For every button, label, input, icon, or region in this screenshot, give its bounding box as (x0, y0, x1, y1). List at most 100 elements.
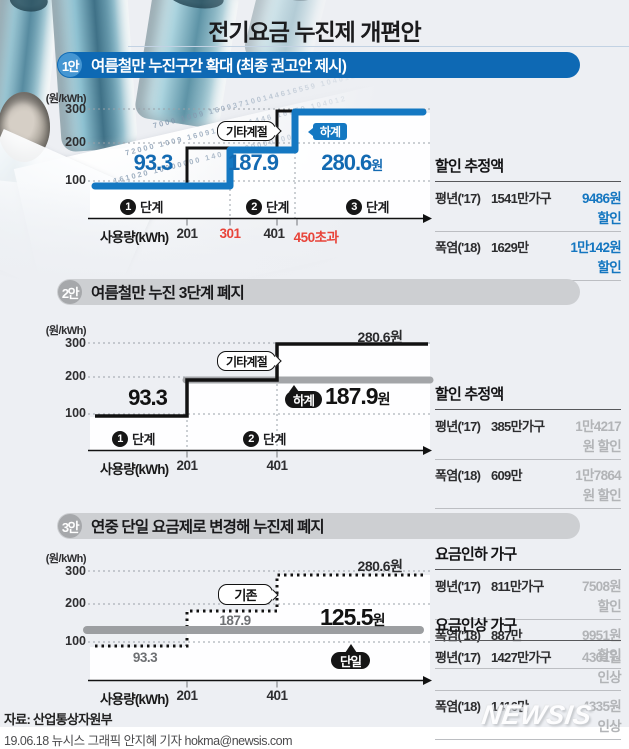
row-amount: 1만7864원 할인 (575, 468, 621, 503)
newsis-logo: NEWSIS (479, 700, 594, 730)
y-tick-200: 200 (65, 135, 86, 149)
row-households: 1427만가구 (491, 649, 552, 665)
stage-number-icon: 1 (120, 198, 136, 215)
row-households: 1541만가구 (491, 190, 552, 206)
y-tick-200: 200 (65, 596, 86, 610)
row-label: 폭염('18) (435, 628, 481, 643)
row-label: 폭염('18) (435, 240, 481, 255)
summer-badge: 하계 (285, 385, 322, 408)
row-amount: 1만4217원 할인 (575, 418, 621, 454)
y-axis-unit: (원/kWh) (45, 553, 87, 565)
row-amount: 9486원 할인 (582, 190, 622, 226)
row-label: 평년('17) (435, 578, 481, 594)
stage-label-1: 1 단계 (112, 429, 155, 448)
other-season-callout: 기타계절 (217, 351, 276, 371)
low-rate-label: 93.3 (132, 650, 158, 665)
row-households: 887만 (491, 628, 523, 643)
rate-value: 187.9 (227, 150, 279, 175)
top-rate-label: 280.6원 (357, 329, 403, 345)
section3-badge: 3안 (58, 514, 82, 538)
section3-banner: 3안 연중 단일 요금제로 변경해 누진제 폐지 (57, 513, 580, 539)
stage-number-icon: 2 (246, 198, 262, 215)
discount-table-2: 할인 추정액 평년('17) 385만가구 1만4217원 할인 폭염('18)… (435, 383, 622, 509)
x-axis-label: 사용량(kWh) (100, 230, 169, 245)
page-title: 전기요금 누진제 개편안 (208, 19, 421, 45)
row-amount: 7508원 할인 (582, 578, 622, 614)
row-label: 폭염('18) (435, 699, 481, 714)
summer-rate-value: 187.9원 (325, 383, 390, 409)
rate-value: 93.3 (128, 385, 168, 410)
existing-rate-callout: 기존 (218, 584, 273, 605)
summer-badge: 하계 (313, 123, 347, 140)
table-title: 할인 추정액 (435, 386, 504, 403)
data-source: 자료: 산업통상자원부 (4, 712, 113, 727)
table-row: 평년('17) 811만가구 7508원 할인 (435, 570, 622, 620)
row-label: 평년('17) (435, 649, 481, 665)
section1-badge: 1안 (58, 53, 82, 77)
section2-banner: 2안 여름철만 누진 3단계 폐지 (57, 279, 580, 305)
table-title: 요금인하 가구 (435, 546, 517, 563)
stage-number-icon: 3 (346, 198, 362, 215)
table-rows: 평년('17) 385만가구 1만4217원 할인 폭염('18) 609만 1… (435, 409, 622, 509)
table-title: 할인 추정액 (435, 158, 504, 175)
table-title: 요금인상 가구 (435, 617, 517, 634)
x-tick-201: 201 (176, 688, 198, 703)
table-row: 폭염('18) 609만 1만7864원 할인 (435, 460, 622, 509)
section2-badge: 2안 (58, 280, 82, 304)
x-axis-label: 사용량(kWh) (100, 462, 169, 477)
x-axis-label: 사용량(kWh) (100, 692, 169, 707)
row-label: 평년('17) (435, 190, 481, 206)
table-row: 평년('17) 1541만가구 9486원 할인 (435, 182, 622, 232)
stage-number-icon: 2 (243, 430, 259, 447)
x-tick-301: 301 (219, 226, 241, 241)
y-tick-300: 300 (65, 102, 86, 116)
row-households: 811만가구 (491, 578, 544, 594)
mid-rate-label: 187.9 (219, 613, 251, 628)
y-tick-100: 100 (65, 173, 86, 187)
section3-heading: 연중 단일 요금제로 변경해 누진제 폐지 (91, 519, 325, 536)
y-tick-100: 100 (65, 634, 86, 648)
stage-label-3: 3 단계 (346, 197, 389, 216)
row-amount: 9951원 할인 (582, 628, 622, 663)
stage-number-icon: 1 (112, 430, 128, 447)
x-tick-401: 401 (266, 688, 288, 703)
title-divider (128, 46, 629, 47)
y-axis-unit: (원/kWh) (45, 325, 87, 337)
x-tick-401: 401 (266, 458, 288, 473)
row-households: 1629만 (491, 240, 529, 255)
x-tick-201: 201 (176, 458, 198, 473)
table-rows: 평년('17) 1541만가구 9486원 할인 폭염('18) 1629만 1… (435, 181, 622, 281)
row-households: 609만 (491, 468, 523, 483)
table-row: 폭염('18) 1629만 1만142원 할인 (435, 232, 622, 281)
increase-table: 요금인상 가구 평년('17) 1427만가구 4361원 인상 폭염('18)… (435, 614, 622, 740)
stage-label-2: 2 단계 (246, 197, 289, 216)
table-row: 폭염('18) 1416만 4335원 인상 (435, 691, 622, 740)
table-rows: 평년('17) 1427만가구 4361원 인상 폭염('18) 1416만 4… (435, 640, 622, 740)
decrease-table: 요금인하 가구 평년('17) 811만가구 7508원 할인 폭염('18) … (435, 543, 622, 669)
row-households: 1416만 (491, 699, 529, 714)
footer-strip (0, 727, 629, 749)
rate-value: 280.6원 (321, 150, 383, 175)
table-row: 평년('17) 1427만가구 4361원 인상 (435, 641, 622, 691)
y-tick-300: 300 (65, 564, 86, 578)
single-rate-badge: 단일 (331, 652, 370, 669)
table-rows: 평년('17) 811만가구 7508원 할인 폭염('18) 887만 995… (435, 569, 622, 669)
other-season-callout: 기타계절 (217, 121, 276, 141)
rate-value: 93.3 (133, 150, 174, 175)
credit-line: 19.06.18 뉴시스 그래픽 안지혜 기자 hokma@newsis.com (4, 734, 293, 748)
section2-heading: 여름철만 누진 3단계 폐지 (91, 285, 245, 302)
section1-banner: 1안 여름철만 누진구간 확대 (최종 권고안 제시) (57, 52, 580, 78)
row-amount: 4361원 인상 (582, 649, 622, 685)
table-row: 평년('17) 385만가구 1만4217원 할인 (435, 410, 622, 460)
stage-label-2: 2 단계 (243, 429, 286, 448)
row-label: 폭염('18) (435, 468, 481, 483)
y-tick-100: 100 (65, 406, 86, 420)
row-amount: 4335원 인상 (582, 699, 622, 734)
single-rate-value: 125.5원 (320, 604, 385, 630)
table-row: 폭염('18) 887만 9951원 할인 (435, 620, 622, 669)
x-tick-450plus: 450초과 (293, 230, 339, 245)
top-rate-label: 280.6원 (357, 558, 403, 574)
x-tick-201: 201 (176, 226, 198, 241)
